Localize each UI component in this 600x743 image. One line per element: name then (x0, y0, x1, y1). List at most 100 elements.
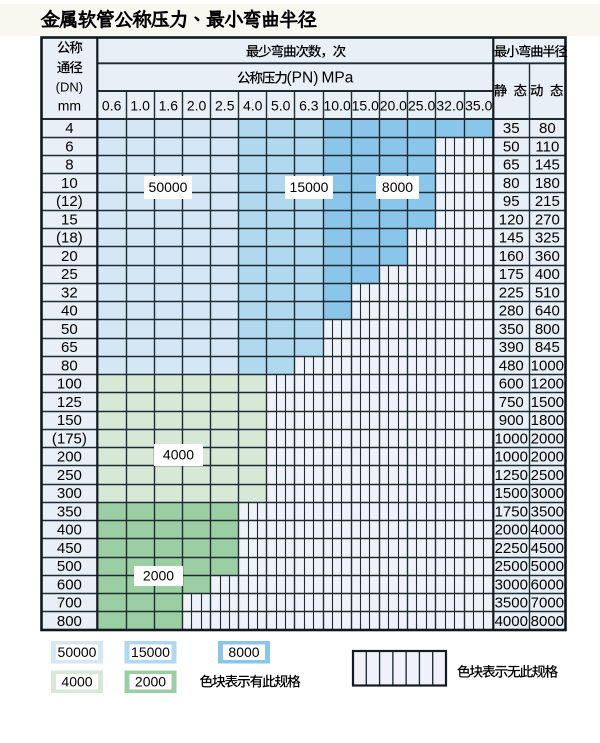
svg-text:2000: 2000 (135, 673, 166, 689)
svg-text:750: 750 (499, 394, 524, 411)
svg-text:845: 845 (535, 339, 560, 356)
svg-text:6000: 6000 (531, 576, 564, 593)
svg-text:25: 25 (61, 266, 78, 283)
svg-text:390: 390 (499, 339, 524, 356)
svg-text:2000: 2000 (495, 522, 528, 539)
svg-text:350: 350 (57, 503, 82, 520)
svg-text:50000: 50000 (58, 644, 97, 660)
svg-text:300: 300 (57, 485, 82, 502)
svg-text:700: 700 (57, 595, 82, 612)
svg-text:800: 800 (57, 613, 82, 630)
svg-text:20.0: 20.0 (380, 97, 407, 113)
svg-text:640: 640 (535, 303, 560, 320)
svg-text:80: 80 (61, 357, 78, 374)
svg-text:15000: 15000 (131, 644, 170, 660)
svg-text:(PN): (PN) (287, 70, 319, 87)
svg-text:100: 100 (57, 376, 82, 393)
svg-text:145: 145 (499, 230, 524, 247)
svg-text:1800: 1800 (531, 412, 564, 429)
svg-text:1.6: 1.6 (159, 97, 179, 113)
svg-text:4: 4 (65, 120, 73, 137)
svg-text:15: 15 (61, 211, 78, 228)
svg-text:5000: 5000 (531, 558, 564, 575)
svg-text:1000: 1000 (495, 449, 528, 466)
svg-text:15.0: 15.0 (352, 97, 379, 113)
svg-text:450: 450 (57, 540, 82, 557)
svg-text:215: 215 (535, 193, 560, 210)
svg-text:250: 250 (57, 467, 82, 484)
svg-text:4000: 4000 (495, 613, 528, 630)
svg-text:3500: 3500 (531, 503, 564, 520)
svg-text:1250: 1250 (495, 467, 528, 484)
svg-text:20: 20 (61, 248, 78, 265)
svg-text:50: 50 (503, 138, 520, 155)
svg-text:150: 150 (57, 412, 82, 429)
svg-text:160: 160 (499, 248, 524, 265)
svg-text:0.6: 0.6 (102, 97, 122, 113)
svg-text:10.0: 10.0 (324, 97, 351, 113)
svg-text:350: 350 (499, 321, 524, 338)
svg-text:8000: 8000 (531, 613, 564, 630)
svg-text:800: 800 (535, 321, 560, 338)
svg-text:80: 80 (539, 120, 556, 137)
svg-text:35.0: 35.0 (465, 97, 492, 113)
svg-text:480: 480 (499, 357, 524, 374)
svg-text:1000: 1000 (531, 357, 564, 374)
svg-text:10: 10 (61, 175, 78, 192)
svg-text:1500: 1500 (495, 485, 528, 502)
svg-text:4000: 4000 (163, 447, 194, 463)
svg-text:2000: 2000 (531, 449, 564, 466)
svg-text:65: 65 (503, 157, 520, 174)
svg-text:600: 600 (499, 376, 524, 393)
svg-text:8000: 8000 (382, 179, 413, 195)
svg-text:3000: 3000 (531, 485, 564, 502)
svg-text:1.0: 1.0 (130, 97, 150, 113)
svg-text:(175): (175) (52, 430, 87, 447)
svg-text:200: 200 (57, 449, 82, 466)
svg-text:225: 225 (499, 284, 524, 301)
svg-text:3500: 3500 (495, 595, 528, 612)
svg-text:95: 95 (503, 193, 520, 210)
svg-text:mm: mm (58, 98, 81, 114)
svg-text:35: 35 (503, 120, 520, 137)
svg-text:(12): (12) (56, 193, 83, 210)
svg-text:3000: 3000 (495, 576, 528, 593)
svg-text:360: 360 (535, 248, 560, 265)
svg-text:2250: 2250 (495, 540, 528, 557)
svg-text:400: 400 (535, 266, 560, 283)
svg-text:5.0: 5.0 (271, 97, 291, 113)
svg-text:4.0: 4.0 (243, 97, 263, 113)
svg-text:500: 500 (57, 558, 82, 575)
svg-text:1200: 1200 (531, 376, 564, 393)
svg-text:(18): (18) (56, 230, 83, 247)
svg-text:600: 600 (57, 576, 82, 593)
svg-text:15000: 15000 (290, 179, 329, 195)
svg-text:120: 120 (499, 211, 524, 228)
svg-text:32.0: 32.0 (436, 97, 463, 113)
svg-text:40: 40 (61, 303, 78, 320)
svg-text:MPa: MPa (322, 70, 354, 87)
svg-text:25.0: 25.0 (408, 97, 435, 113)
svg-text:50: 50 (61, 321, 78, 338)
svg-text:400: 400 (57, 522, 82, 539)
svg-text:4000: 4000 (531, 522, 564, 539)
svg-text:510: 510 (535, 284, 560, 301)
svg-text:900: 900 (499, 412, 524, 429)
svg-text:1750: 1750 (495, 503, 528, 520)
svg-text:2500: 2500 (531, 467, 564, 484)
svg-text:32: 32 (61, 284, 78, 301)
svg-text:325: 325 (535, 230, 560, 247)
svg-text:2500: 2500 (495, 558, 528, 575)
svg-text:80: 80 (503, 175, 520, 192)
svg-text:7000: 7000 (531, 595, 564, 612)
svg-text:4500: 4500 (531, 540, 564, 557)
svg-text:50000: 50000 (149, 179, 188, 195)
svg-text:6: 6 (65, 138, 73, 155)
svg-text:125: 125 (57, 394, 82, 411)
svg-text:2000: 2000 (531, 430, 564, 447)
svg-text:175: 175 (499, 266, 524, 283)
svg-text:8000: 8000 (228, 644, 259, 660)
svg-text:2.0: 2.0 (187, 97, 207, 113)
svg-text:65: 65 (61, 339, 78, 356)
svg-text:270: 270 (535, 211, 560, 228)
